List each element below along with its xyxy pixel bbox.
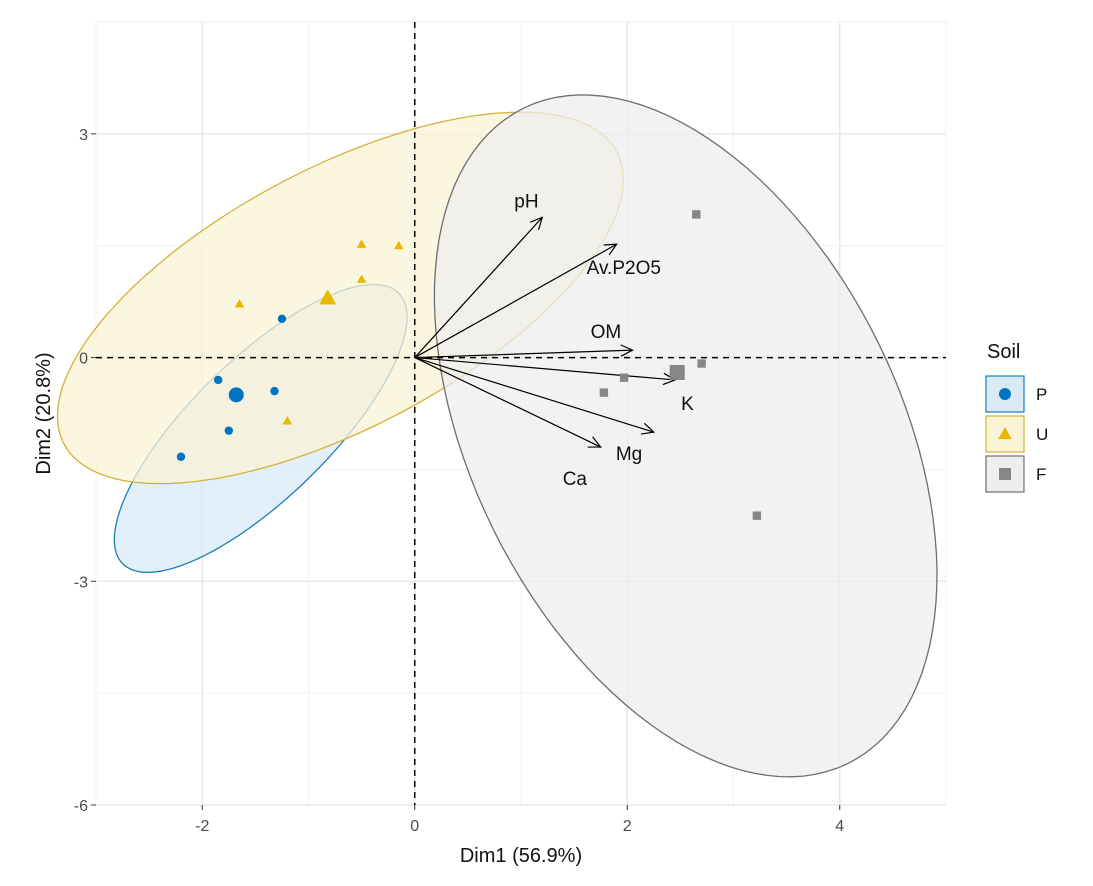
group-ellipses — [56, 94, 938, 778]
arrow-k — [414, 356, 676, 381]
arrowhead-mg — [640, 422, 656, 435]
arrow-om — [414, 349, 633, 359]
point-f — [619, 373, 629, 382]
variable-label-av-p2o5: Av.P2O5 — [587, 258, 661, 279]
centroid-p — [228, 387, 244, 403]
variable-label-ca: Ca — [563, 469, 588, 490]
legend-label-p: P — [1036, 385, 1047, 404]
arrowhead-ca — [587, 436, 602, 448]
point-p — [213, 375, 223, 385]
legend-marker-p — [999, 388, 1011, 400]
centroid-u — [319, 289, 337, 305]
variable-label-ph: pH — [514, 191, 538, 212]
x-tick-label: 4 — [835, 818, 844, 835]
arrowhead-ph — [529, 216, 544, 231]
arrow-av-p2o5 — [414, 243, 617, 359]
ellipse-f — [433, 94, 938, 778]
arrow-mg — [414, 356, 654, 433]
y-tick-label: 3 — [79, 127, 88, 144]
point-u — [356, 239, 367, 248]
legend-marker-f — [999, 468, 1011, 480]
point-p — [176, 452, 186, 461]
x-tick-label: 0 — [410, 818, 419, 835]
point-f — [697, 359, 706, 368]
point-u — [394, 240, 404, 250]
variable-label-k: K — [681, 394, 694, 415]
variable-arrows: pH Av.P2O5 OM K Mg Ca — [414, 191, 694, 490]
point-u — [234, 299, 245, 308]
x-tick-label: 2 — [623, 818, 632, 835]
point-f — [692, 210, 701, 219]
point-u — [282, 416, 293, 425]
legend-title: Soil — [987, 341, 1020, 363]
point-p — [277, 314, 287, 323]
variable-label-om: OM — [591, 322, 622, 343]
x-axis-title: Dim1 (56.9%) — [460, 845, 582, 867]
point-f — [599, 388, 609, 397]
y-tick-label: -6 — [74, 798, 88, 815]
variable-label-mg: Mg — [616, 444, 642, 465]
y-tick-label: 0 — [79, 351, 88, 368]
point-f — [752, 511, 762, 520]
point-u — [356, 274, 367, 283]
reference-lines — [96, 22, 946, 805]
legend: Soil P U F — [985, 341, 1048, 493]
arrow-ph — [414, 216, 543, 358]
individual-points — [176, 210, 762, 520]
legend-label-u: U — [1036, 425, 1048, 444]
arrowhead-av-p2o5 — [603, 243, 618, 256]
y-axis-title: Dim2 (20.8%) — [33, 352, 55, 474]
point-p — [224, 426, 234, 435]
arrowhead-om — [620, 344, 634, 357]
centroid-f — [669, 364, 685, 380]
y-tick-label: -3 — [74, 574, 88, 591]
arrow-ca — [414, 357, 601, 448]
x-tick-label: -2 — [195, 818, 209, 835]
point-p — [270, 386, 279, 396]
tick-labels: -2 0 2 4 -6 -3 0 3 — [74, 127, 845, 835]
legend-label-f: F — [1036, 465, 1046, 484]
legend-marker-u — [998, 427, 1012, 440]
